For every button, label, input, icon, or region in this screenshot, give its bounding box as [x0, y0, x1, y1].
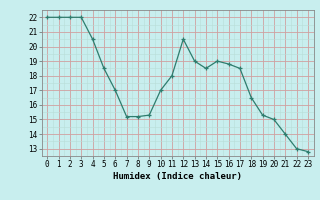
X-axis label: Humidex (Indice chaleur): Humidex (Indice chaleur) [113, 172, 242, 181]
